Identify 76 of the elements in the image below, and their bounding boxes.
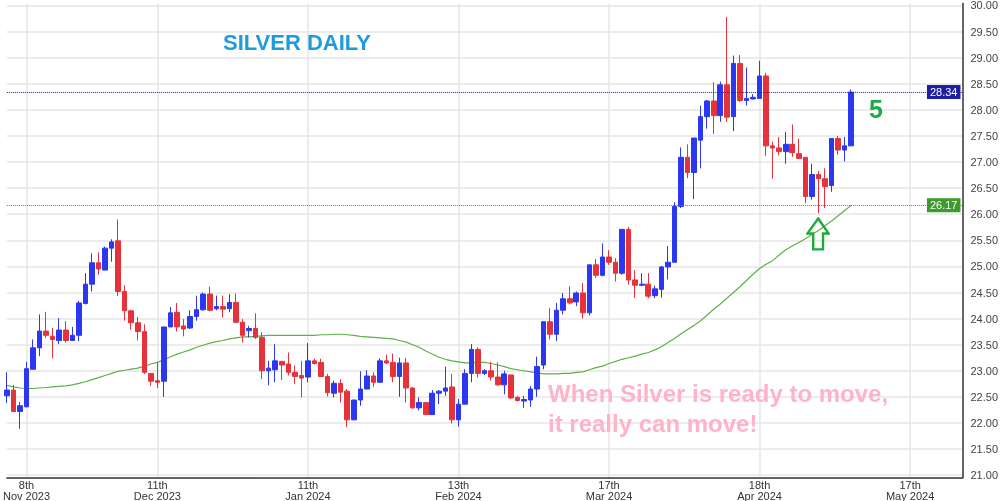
- candlestick: [809, 163, 815, 201]
- y-tick-label: 25.50: [970, 234, 998, 247]
- candlestick: [501, 370, 507, 395]
- annotation: When Silver is ready to move, it really can move!: [548, 379, 889, 437]
- ref-line-label: 26.17: [929, 199, 958, 212]
- candlestick: [482, 368, 487, 376]
- x-tick-label: 17th Mar 2024: [585, 479, 633, 501]
- y-tick-label: 24.50: [970, 286, 998, 299]
- candlestick: [11, 384, 16, 413]
- candlestick: [639, 272, 645, 287]
- candlestick: [56, 317, 62, 345]
- y-tick-label: 30.00: [970, 0, 998, 12]
- candlestick: [717, 81, 723, 123]
- candlestick: [449, 373, 455, 424]
- y-tick-label: 25.00: [970, 260, 998, 273]
- candlestick: [541, 321, 546, 370]
- candlestick: [547, 307, 553, 340]
- candlestick: [246, 325, 252, 338]
- y-tick-label: 24.00: [970, 312, 998, 325]
- candlestick: [619, 228, 625, 276]
- y-tick-label: 23.50: [970, 338, 998, 351]
- y-tick-label: 29.50: [970, 25, 998, 38]
- candlestick: [724, 16, 730, 123]
- x-tick-label: 8th Nov 2023: [2, 479, 51, 501]
- x-tick-label: 17th May 2024: [885, 479, 935, 501]
- candlestick: [587, 264, 592, 316]
- x-tick-label: 18th Apr 2024: [737, 479, 782, 501]
- candlestick: [416, 396, 422, 411]
- y-tick-label: 23.00: [970, 364, 998, 377]
- candlestick: [43, 311, 49, 339]
- x-tick-label: 11th Jan 2024: [285, 479, 331, 501]
- y-tick-label: 21.00: [970, 469, 998, 482]
- candlestick: [573, 290, 579, 307]
- candlestick: [371, 371, 376, 388]
- candlestick: [50, 327, 55, 359]
- text: SILVER DAILY: [223, 29, 372, 55]
- x-tick-label: 11th Dec 2023: [133, 479, 181, 501]
- y-tick-label: 27.50: [970, 129, 998, 142]
- candlestick: [227, 293, 232, 313]
- y-tick-label: 27.00: [970, 156, 998, 169]
- y-tick-label: 21.50: [970, 443, 998, 456]
- candlestick: [220, 295, 226, 319]
- candlestick: [331, 380, 337, 398]
- ref-line-label: 28.34: [929, 86, 958, 99]
- candlestick: [593, 258, 599, 279]
- candlestick: [645, 272, 651, 299]
- candlestick: [685, 143, 690, 179]
- candlestick: [567, 285, 573, 305]
- x-tick-label: 13th Feb 2024: [435, 479, 482, 501]
- candlestick: [829, 137, 834, 193]
- y-tick-label: 22.50: [970, 390, 998, 403]
- y-tick-label: 28.50: [970, 77, 998, 90]
- candlestick: [711, 81, 717, 135]
- candlestick: [783, 131, 789, 165]
- candlestick: [475, 346, 481, 379]
- candlestick: [63, 320, 69, 344]
- candlestick: [731, 55, 736, 132]
- candlestick: [835, 135, 841, 156]
- candlestick: [214, 295, 219, 311]
- candlestick: [397, 357, 402, 398]
- candlestick: [207, 286, 213, 312]
- annotation: 5: [869, 95, 883, 123]
- candlestick: [96, 251, 101, 276]
- y-tick-label: 29.00: [970, 51, 998, 64]
- y-tick-label: 22.00: [970, 416, 998, 429]
- y-tick-label: 26.50: [970, 182, 998, 195]
- candlestick: [377, 357, 383, 383]
- candlestick: [305, 342, 311, 383]
- candlestick: [423, 402, 429, 416]
- y-tick-label: 28.00: [970, 103, 998, 116]
- candlestick: [580, 282, 586, 320]
- candlestick: [4, 371, 10, 404]
- candlestick: [789, 123, 795, 158]
- candlestick: [737, 54, 743, 103]
- candlestick: [600, 242, 605, 277]
- y-tick-label: 26.00: [970, 208, 998, 221]
